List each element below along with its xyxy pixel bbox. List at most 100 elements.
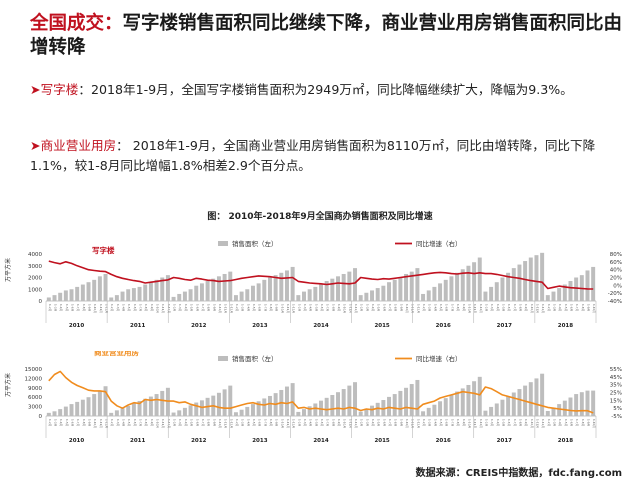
month-tick-label: 1-6月 (71, 304, 75, 312)
month-tick-label: 1-7月 (201, 304, 205, 312)
month-tick-label: 1-9月 (88, 304, 92, 312)
bar (114, 295, 119, 301)
month-tick-label: 1-12月 (292, 419, 296, 428)
y2-tick-label: 55% (610, 367, 622, 373)
legend-bar-swatch (218, 356, 228, 361)
month-tick-label: 1-12月 (541, 304, 545, 313)
year-label: 2012 (191, 438, 206, 444)
month-tick-label: 1-6月 (445, 419, 449, 427)
month-tick-label: 1-2月 (48, 419, 52, 427)
bar (545, 295, 550, 301)
month-tick-label: 1-7月 (76, 304, 80, 312)
bar (273, 275, 278, 301)
bar (517, 264, 522, 301)
year-label: 2018 (558, 323, 573, 329)
month-tick-label: 1-4月 (246, 419, 250, 427)
bar (58, 409, 63, 416)
bar (364, 408, 369, 416)
legend-line-label: 同比增速（右） (416, 239, 462, 248)
bar (466, 384, 471, 416)
month-tick-label: 1-5月 (127, 304, 131, 312)
bar (534, 255, 539, 301)
bar (494, 403, 499, 416)
bar (160, 390, 165, 416)
bar (557, 288, 562, 301)
month-tick-label: 1-5月 (252, 419, 256, 427)
month-tick-label: 1-7月 (513, 304, 517, 312)
year-label: 2013 (252, 438, 267, 444)
bar (58, 292, 63, 301)
month-tick-label: 1-2月 (484, 304, 488, 312)
bar (313, 286, 318, 301)
bar (398, 390, 403, 416)
month-tick-label: 1-9月 (88, 419, 92, 427)
month-tick-label: 1-11月 (473, 419, 477, 428)
bar (103, 273, 108, 301)
month-tick-label: 1-11月 (536, 419, 540, 428)
month-tick-label: 1-2月 (297, 419, 301, 427)
month-tick-label: 1-11月 (99, 304, 103, 313)
month-tick-label: 1-8月 (394, 419, 398, 427)
bar (438, 283, 443, 301)
bar (341, 389, 346, 416)
y-tick-label: 3000 (28, 264, 42, 270)
month-tick-label: 1-11月 (161, 304, 165, 313)
month-tick-label: 1-2月 (422, 304, 426, 312)
month-tick-label: 1-4月 (433, 419, 437, 427)
commercial-chart: 万平方米1500012000900060003000055%45%35%25%1… (4, 351, 622, 444)
month-tick-label: 1-8月 (519, 304, 523, 312)
month-tick-label: 1-5月 (564, 304, 568, 312)
month-tick-label: 1-10月 (280, 419, 284, 428)
bar (97, 390, 102, 416)
year-label: 2014 (313, 323, 328, 329)
office-chart: 万平方米 4000 3000 2000 1000 0 80% 60% 40% 20%0% -20% -… (4, 239, 622, 329)
month-tick-label: 1-5月 (127, 419, 131, 427)
bar (279, 272, 284, 301)
month-tick-label: 1-2月 (484, 419, 488, 427)
bar (319, 284, 323, 301)
month-tick-label: 1-3月 (428, 419, 432, 427)
bar (562, 400, 567, 416)
bar (97, 276, 102, 301)
bar (336, 276, 340, 301)
bar (432, 404, 437, 416)
bullet-commercial-text: ： 2018年1-9月，全国商业营业用房销售面积为8110万㎡，同比由增转降，同… (30, 138, 596, 173)
bar (284, 270, 289, 301)
bar (545, 410, 550, 416)
month-tick-label: 1-12月 (479, 419, 483, 428)
month-tick-label: 1-4月 (122, 419, 126, 427)
bar (222, 273, 227, 301)
legend-bar-swatch (218, 241, 228, 246)
month-tick-label: 1-6月 (71, 419, 75, 427)
bar (250, 285, 255, 301)
bar (211, 278, 216, 301)
y2-tick-label: 35% (610, 383, 622, 389)
bar (421, 411, 426, 416)
data-source: 数据来源：CREIS中指数据，fdc.fang.com (415, 468, 622, 479)
bar (426, 290, 431, 301)
bar (126, 405, 131, 416)
bar (131, 288, 136, 301)
month-tick-label: 1-7月 (76, 419, 80, 427)
month-tick-label: 1-3月 (490, 419, 494, 427)
y2-tick-label: 25% (610, 391, 622, 397)
month-tick-label: 1-12月 (229, 419, 233, 428)
bar (296, 295, 301, 301)
bar (483, 291, 488, 301)
bar (256, 401, 261, 416)
bar (528, 257, 533, 301)
month-tick-label: 1-2月 (173, 304, 177, 312)
bar (585, 270, 590, 301)
month-tick-label: 1-2月 (48, 304, 52, 312)
y-tick-label: 6000 (28, 395, 42, 401)
bar (228, 271, 233, 301)
year-label: 2017 (497, 438, 512, 444)
bar (432, 286, 437, 301)
month-tick-label: 1-5月 (190, 419, 194, 427)
bar (460, 388, 465, 416)
bar (387, 282, 392, 301)
month-tick-label: 1-3月 (303, 419, 307, 427)
bar (392, 394, 397, 416)
y-tick-label: 0 (39, 414, 43, 420)
bar (69, 404, 74, 416)
